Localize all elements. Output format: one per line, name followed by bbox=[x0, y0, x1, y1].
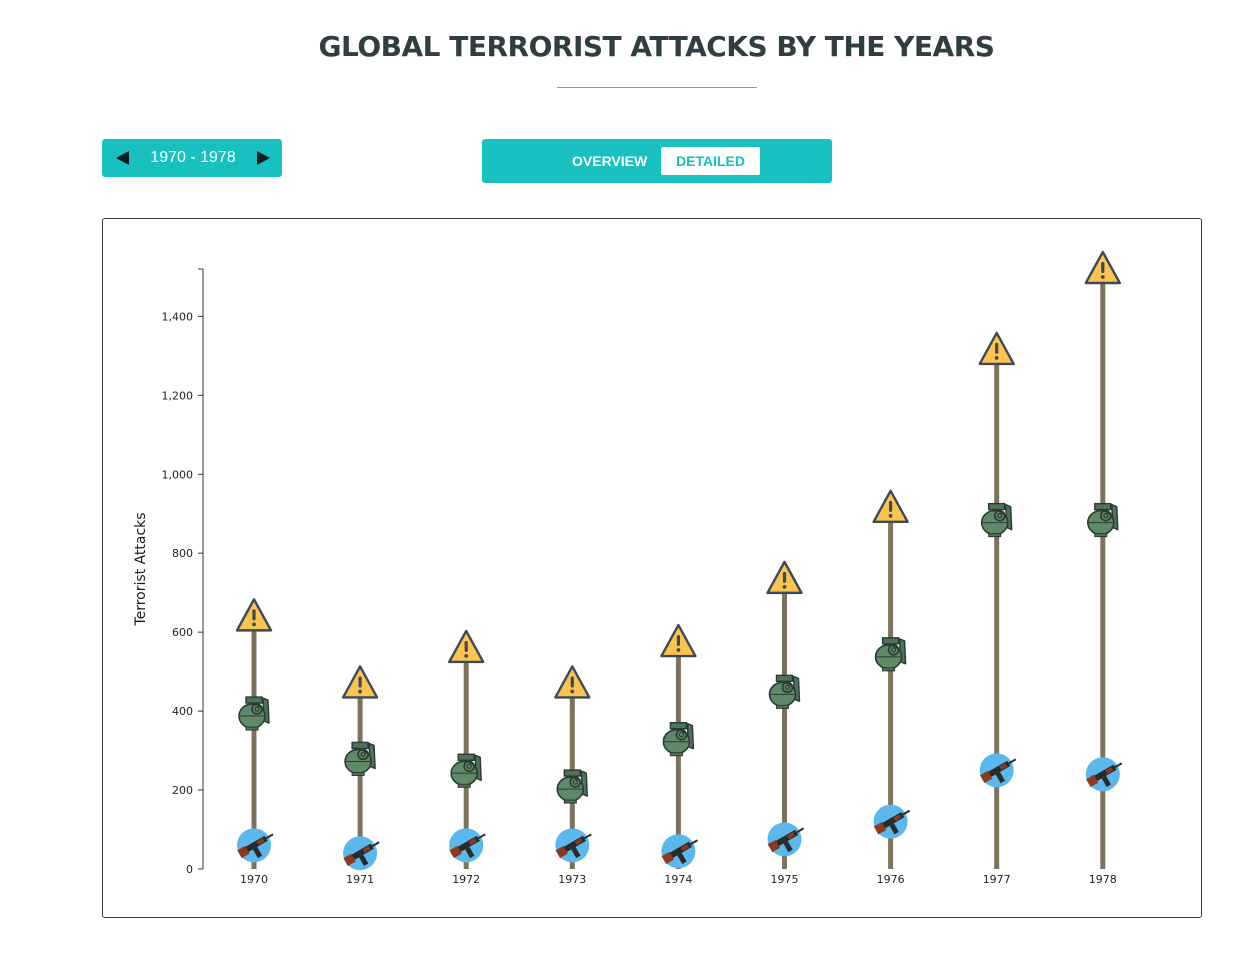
grenade-icon[interactable] bbox=[450, 753, 482, 788]
warning-icon[interactable] bbox=[978, 331, 1015, 366]
title-underline bbox=[557, 87, 757, 88]
rifle-icon[interactable] bbox=[661, 834, 698, 869]
warning-icon[interactable] bbox=[448, 629, 485, 664]
x-tick-label: 1975 bbox=[771, 873, 799, 886]
year-stem bbox=[357, 683, 363, 869]
next-arrow-icon[interactable] bbox=[257, 151, 270, 165]
prev-arrow-icon[interactable] bbox=[116, 151, 129, 165]
grenade-icon[interactable] bbox=[980, 502, 1013, 538]
year-stem bbox=[994, 349, 1000, 870]
warning-icon[interactable] bbox=[341, 665, 379, 699]
x-tick-label: 1971 bbox=[346, 873, 374, 886]
grenade-icon[interactable] bbox=[556, 769, 588, 804]
x-tick-label: 1972 bbox=[452, 873, 480, 886]
y-tick-label: 0 bbox=[186, 863, 193, 876]
y-tick-label: 600 bbox=[172, 626, 193, 639]
y-tick-label: 1,000 bbox=[162, 468, 194, 481]
grenade-icon[interactable] bbox=[238, 696, 270, 731]
chart-marks: 1970 1971 1972 1973 1974 1975 1976 1977 1978 bbox=[235, 250, 1123, 886]
rifle-icon[interactable] bbox=[979, 753, 1017, 788]
page-title: GLOBAL TERRORIST ATTACKS BY THE YEARS bbox=[318, 30, 995, 63]
rifle-icon[interactable] bbox=[555, 828, 592, 863]
rifle-icon[interactable] bbox=[873, 804, 911, 839]
rifle-icon[interactable] bbox=[1085, 757, 1123, 792]
grenade-icon[interactable] bbox=[662, 722, 695, 757]
chart-container: 0 200 400 600 800 1,000 1,200 1,400 Terrorist A… bbox=[102, 218, 1202, 918]
grenade-icon[interactable] bbox=[1086, 502, 1119, 538]
y-tick-label: 1,400 bbox=[162, 310, 194, 323]
y-tick-label: 800 bbox=[172, 547, 193, 560]
year-range-label: 1970 - 1978 bbox=[150, 149, 236, 166]
year-stem bbox=[251, 616, 257, 869]
rifle-icon[interactable] bbox=[343, 836, 380, 871]
y-tick-label: 1,200 bbox=[162, 389, 194, 402]
year-stem bbox=[1100, 269, 1106, 869]
year-stem bbox=[782, 578, 787, 869]
grenade-icon[interactable] bbox=[768, 674, 801, 709]
y-tick-label: 200 bbox=[172, 784, 193, 797]
warning-icon[interactable] bbox=[1084, 250, 1121, 285]
x-tick-label: 1973 bbox=[558, 873, 586, 886]
grenade-icon[interactable] bbox=[874, 637, 907, 672]
warning-icon[interactable] bbox=[660, 623, 697, 658]
rifle-icon[interactable] bbox=[767, 822, 805, 857]
grenade-icon[interactable] bbox=[344, 741, 376, 776]
x-tick-label: 1976 bbox=[877, 873, 905, 886]
x-tick-label: 1977 bbox=[983, 873, 1011, 886]
x-tick-label: 1974 bbox=[664, 873, 692, 886]
view-toggle: OVERVIEW DETAILED bbox=[482, 139, 832, 183]
y-axis: 0 200 400 600 800 1,000 1,200 1,400 bbox=[162, 268, 204, 876]
attacks-chart: 0 200 400 600 800 1,000 1,200 1,400 Terrorist A… bbox=[133, 250, 1123, 886]
warning-icon[interactable] bbox=[872, 489, 909, 524]
y-axis-label: Terrorist Attacks bbox=[133, 512, 149, 626]
x-tick-label: 1970 bbox=[240, 873, 268, 886]
year-stem bbox=[888, 507, 894, 869]
y-tick-label: 400 bbox=[172, 705, 193, 718]
x-tick-label: 1978 bbox=[1089, 873, 1117, 886]
warning-icon[interactable] bbox=[766, 560, 803, 595]
warning-icon[interactable] bbox=[235, 598, 273, 632]
rifle-icon[interactable] bbox=[237, 828, 274, 863]
year-range-selector: 1970 - 1978 bbox=[102, 139, 282, 177]
rifle-icon[interactable] bbox=[449, 828, 486, 863]
warning-icon[interactable] bbox=[554, 665, 591, 699]
detailed-tab[interactable]: DETAILED bbox=[661, 147, 760, 175]
overview-tab[interactable]: OVERVIEW bbox=[572, 153, 648, 169]
